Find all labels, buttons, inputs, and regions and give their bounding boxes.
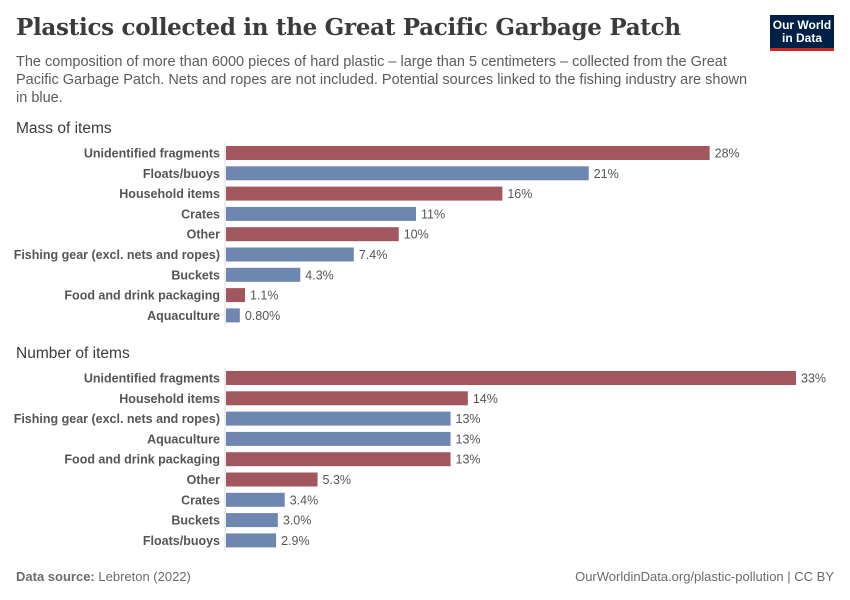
value-label: 16%	[507, 187, 532, 201]
bar	[226, 166, 589, 181]
bar	[226, 247, 354, 262]
value-label: 1.1%	[250, 289, 279, 303]
category-label: Aquaculture	[147, 309, 220, 323]
category-label: Food and drink packaging	[64, 289, 220, 303]
bar	[226, 452, 451, 467]
bar	[226, 431, 451, 446]
value-label: 11%	[421, 207, 445, 221]
bar	[226, 492, 285, 507]
chart-title: Plastics collected in the Great Pacific …	[16, 14, 681, 41]
data-source: Data source: Lebreton (2022)	[16, 569, 191, 584]
section-title-mass: Mass of items	[16, 120, 112, 137]
category-label: Buckets	[171, 268, 220, 282]
chart-subtitle: The composition of more than 6000 pieces…	[16, 54, 748, 106]
value-label: 13%	[456, 453, 481, 467]
category-label: Fishing gear (excl. nets and ropes)	[14, 248, 220, 262]
bar	[226, 227, 399, 242]
value-label: 4.3%	[305, 268, 334, 282]
section-title-number: Number of items	[16, 345, 130, 362]
bar	[226, 533, 277, 548]
category-label: Crates	[181, 207, 220, 221]
category-label: Aquaculture	[147, 432, 220, 446]
category-label: Other	[187, 228, 220, 242]
bar	[226, 472, 318, 487]
value-label: 21%	[594, 167, 619, 181]
bar	[226, 308, 240, 323]
value-label: 7.4%	[359, 248, 388, 262]
owid-logo[interactable]: Our World in Data	[770, 15, 834, 51]
category-label: Crates	[181, 493, 220, 507]
bar	[226, 288, 245, 303]
bar	[226, 146, 710, 160]
category-label: Floats/buoys	[143, 167, 220, 181]
value-label: 13%	[456, 412, 481, 426]
value-label: 28%	[715, 147, 740, 161]
logo-line: in Data	[781, 31, 822, 45]
bar	[226, 411, 451, 426]
category-label: Floats/buoys	[143, 534, 220, 548]
category-label: Household items	[119, 392, 220, 406]
bar	[226, 206, 416, 221]
bar	[226, 513, 278, 528]
source-value: Lebreton (2022)	[98, 569, 191, 584]
bar	[226, 371, 796, 385]
value-label: 2.9%	[281, 534, 310, 548]
value-label: 13%	[456, 432, 481, 446]
category-label: Buckets	[171, 514, 220, 528]
bar	[226, 186, 503, 201]
logo-line: Our World	[772, 18, 832, 32]
value-label: 0.80%	[245, 309, 280, 323]
bar	[226, 267, 301, 282]
category-label: Other	[187, 473, 220, 487]
value-label: 10%	[404, 228, 429, 242]
value-label: 3.4%	[290, 493, 319, 507]
category-label: Fishing gear (excl. nets and ropes)	[14, 412, 220, 426]
category-label: Food and drink packaging	[64, 453, 220, 467]
source-url-link[interactable]: OurWorldinData.org/plastic-pollution | C…	[575, 569, 834, 584]
value-label: 33%	[801, 372, 826, 386]
value-label: 5.3%	[323, 473, 352, 487]
category-label: Household items	[119, 187, 220, 201]
value-label: 3.0%	[283, 514, 312, 528]
category-label: Unidentified fragments	[84, 147, 220, 161]
value-label: 14%	[473, 392, 498, 406]
category-label: Unidentified fragments	[84, 372, 220, 386]
source-label: Data source:	[16, 569, 95, 584]
bar	[226, 391, 468, 406]
